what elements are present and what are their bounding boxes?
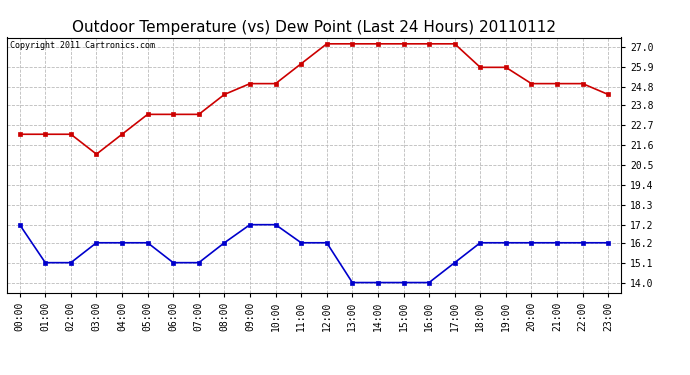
Title: Outdoor Temperature (vs) Dew Point (Last 24 Hours) 20110112: Outdoor Temperature (vs) Dew Point (Last… bbox=[72, 20, 556, 35]
Text: Copyright 2011 Cartronics.com: Copyright 2011 Cartronics.com bbox=[10, 41, 155, 50]
